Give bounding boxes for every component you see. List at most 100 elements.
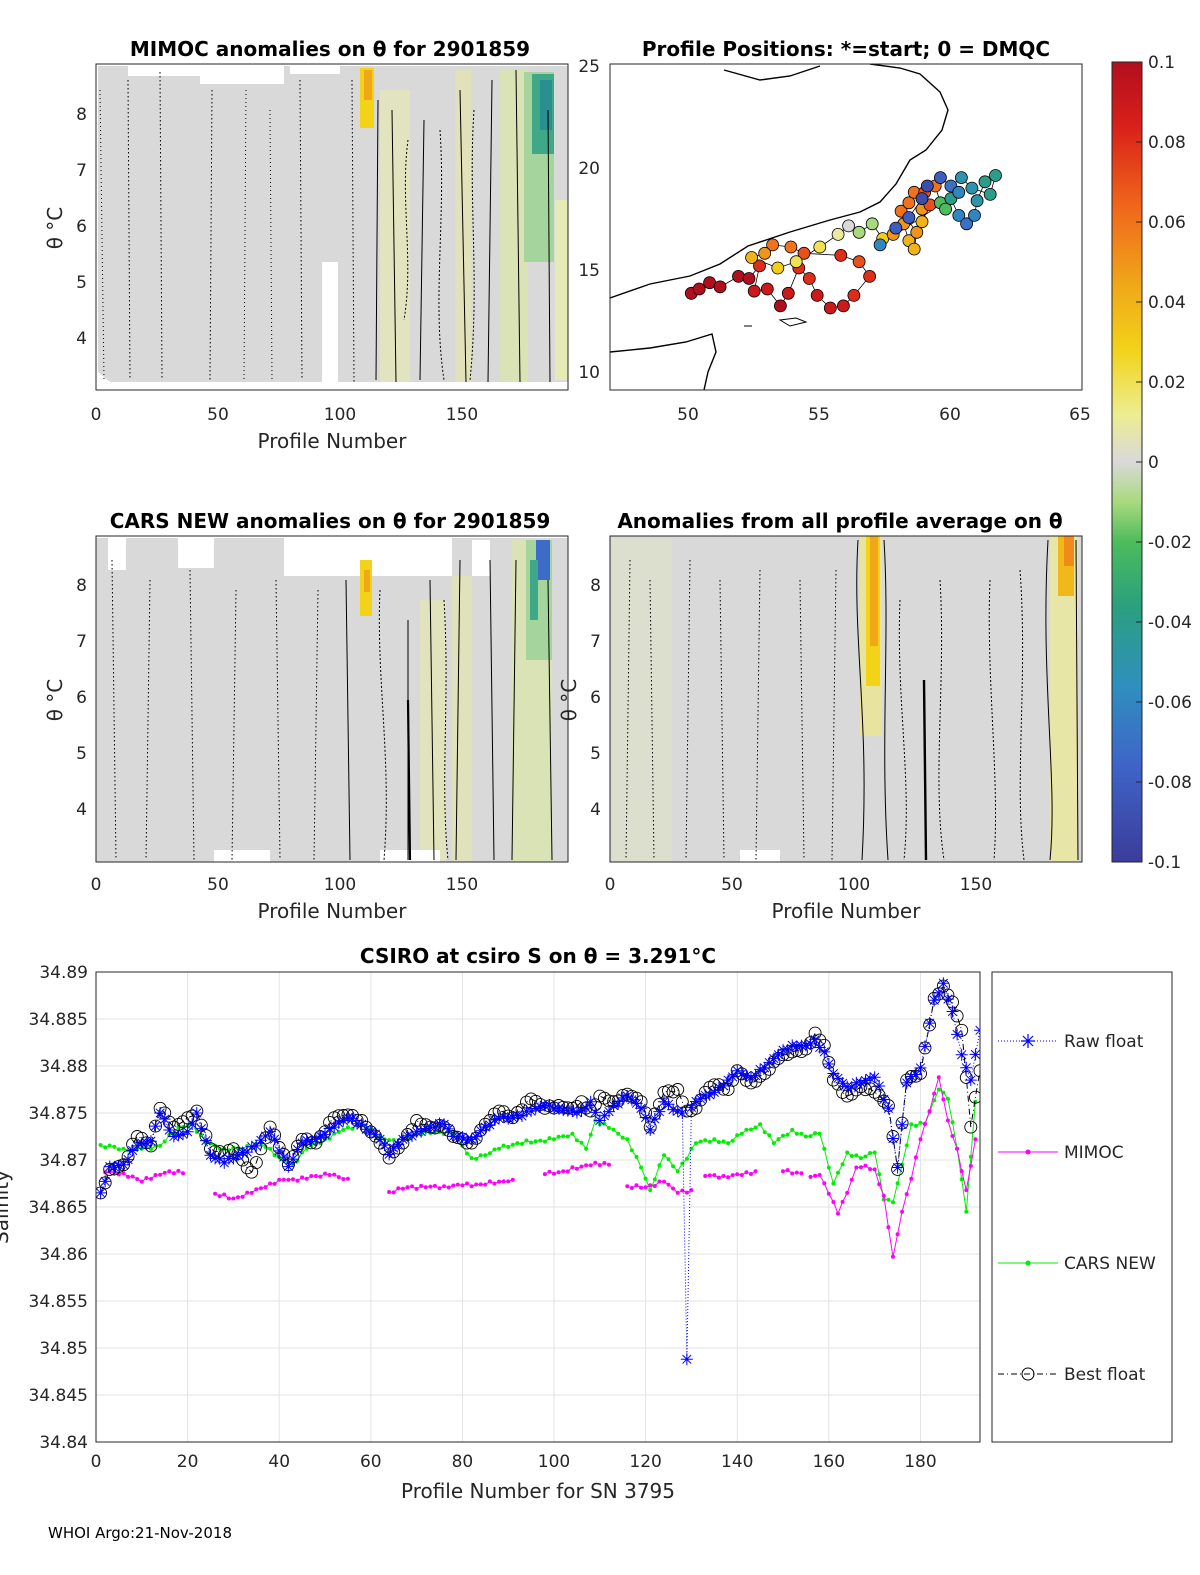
mimoc-point <box>139 1179 144 1184</box>
raw-point <box>648 1112 661 1125</box>
mimoc-point <box>263 1185 268 1190</box>
raw-point <box>900 1076 913 1089</box>
raw-point <box>117 1158 130 1171</box>
raw-point <box>722 1074 735 1087</box>
colorbar-tick-label: 0.08 <box>1148 133 1186 153</box>
avg-axes-box <box>609 535 1083 863</box>
avg-xticks: 0 50 100 150 <box>605 875 993 895</box>
raw-point <box>809 1033 822 1046</box>
raw-point <box>868 1071 881 1084</box>
raw-point <box>158 1113 171 1126</box>
mimoc-point <box>281 1177 286 1182</box>
avg-ytick: 4 <box>590 800 601 820</box>
raw-point <box>470 1130 483 1143</box>
map-profile-point <box>813 240 827 254</box>
map-profile-point <box>920 179 934 193</box>
map-profile-point <box>902 211 916 224</box>
series-mimoc <box>103 1075 978 1259</box>
cars-point <box>808 1134 813 1139</box>
colorbar-ticks: 0.1 0.08 0.06 0.04 0.02 0 -0.02 -0.04 -0.06 -0.08… <box>1136 53 1192 873</box>
mimoc-point <box>941 1097 946 1102</box>
mimoc-point <box>923 1121 927 1126</box>
cars-point <box>936 1087 941 1092</box>
salinity-title: CSIRO at csiro S on θ = 3.291°C <box>360 944 716 968</box>
raw-point <box>204 1149 217 1162</box>
cars-point <box>803 1134 808 1139</box>
cars-point <box>103 1145 108 1150</box>
cars-point <box>694 1141 698 1146</box>
cars-contours <box>111 559 553 861</box>
mimoc-point <box>405 1185 410 1190</box>
mimoc-point <box>565 1169 570 1174</box>
map-profile-point <box>802 272 816 285</box>
mimoc-ytick: 7 <box>76 161 87 181</box>
salinity-ytick: 34.855 <box>29 1292 88 1312</box>
mimoc-point <box>881 1193 886 1198</box>
mimoc-point <box>822 1181 827 1186</box>
map-axes-box <box>609 63 1083 391</box>
cars-point <box>547 1136 552 1141</box>
raw-point <box>319 1128 332 1141</box>
avg-ytick: 8 <box>590 576 601 596</box>
raw-point <box>886 1132 899 1145</box>
mimoc-point <box>332 1172 337 1177</box>
raw-point <box>245 1140 258 1153</box>
raw-point <box>589 1106 602 1119</box>
cars-point <box>510 1142 515 1147</box>
mimoc-point <box>900 1209 905 1214</box>
cars-point <box>643 1176 648 1181</box>
mimoc-point <box>872 1167 877 1172</box>
mimoc-xtick: 50 <box>207 405 229 425</box>
raw-point <box>341 1111 354 1124</box>
colorbar-tick-label: 0.02 <box>1148 373 1186 393</box>
avg-xtick: 100 <box>838 875 870 895</box>
raw-point <box>360 1123 373 1136</box>
mimoc-point <box>597 1163 602 1168</box>
cars-point <box>652 1177 657 1182</box>
raw-point <box>387 1142 400 1155</box>
mimoc-point <box>918 1137 923 1142</box>
mimoc-point <box>400 1186 405 1191</box>
mimoc-point <box>130 1174 135 1179</box>
mimoc-point <box>181 1171 185 1176</box>
salinity-axes-box <box>95 971 981 1443</box>
raw-point <box>126 1144 139 1157</box>
cars-ytick: 8 <box>76 576 87 596</box>
salinity-xlabel: Profile Number for SN 3795 <box>401 1479 675 1503</box>
raw-point <box>241 1146 254 1159</box>
cars-point <box>465 1151 469 1156</box>
mimoc-line <box>389 1179 513 1193</box>
raw-point <box>781 1044 794 1057</box>
avg-ytick: 5 <box>590 744 601 764</box>
salinity-xtick: 20 <box>177 1452 199 1472</box>
raw-point <box>264 1125 277 1138</box>
avg-xtick: 150 <box>960 875 992 895</box>
colorbar-tick-label: -0.02 <box>1148 533 1192 553</box>
cars-point <box>886 1197 891 1202</box>
map-profile-point <box>852 225 866 239</box>
avg-ytick: 7 <box>590 632 601 652</box>
cars-point <box>739 1131 744 1136</box>
map-coastline <box>610 64 949 390</box>
raw-point <box>818 1045 831 1058</box>
mimoc-point <box>419 1183 424 1188</box>
raw-point <box>845 1081 858 1094</box>
cars-point <box>776 1137 781 1142</box>
mimoc-point <box>176 1168 181 1173</box>
mimoc-point <box>588 1163 593 1168</box>
raw-point <box>602 1105 615 1118</box>
salinity-xtick: 0 <box>91 1452 102 1472</box>
mimoc-point <box>300 1175 305 1180</box>
mimoc-point <box>817 1173 822 1177</box>
cars-point <box>529 1140 534 1145</box>
cars-point <box>854 1153 859 1158</box>
mimoc-point <box>451 1183 456 1188</box>
raw-point <box>671 1105 684 1118</box>
best-point <box>964 1120 978 1134</box>
raw-point <box>154 1107 167 1119</box>
map-title: Profile Positions: *=start; 0 = DMQC <box>642 37 1050 61</box>
mimoc-point <box>249 1190 254 1195</box>
mimoc-point <box>634 1183 639 1188</box>
mimoc-panel: MIMOC anomalies on θ for 2901859 0 50 <box>43 37 569 453</box>
